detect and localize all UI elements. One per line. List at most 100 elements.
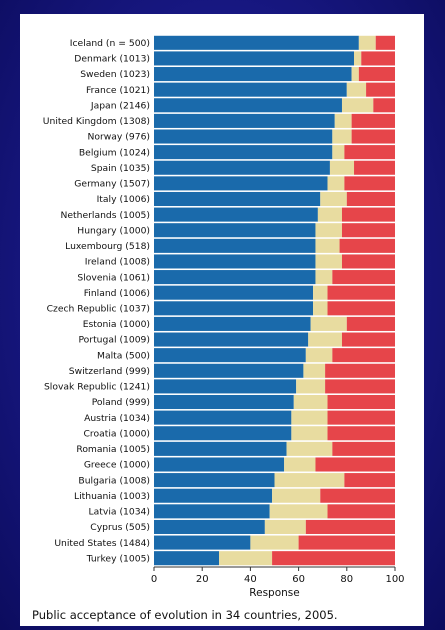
bar-false-17: [327, 301, 395, 316]
x-tick-label: 0: [151, 574, 157, 585]
x-axis-title: Response: [249, 587, 299, 599]
bar-false-19: [341, 332, 395, 347]
bar-true-25: [154, 426, 292, 441]
category-label: Cyprus (505): [90, 522, 150, 533]
bar-true-21: [154, 363, 304, 378]
bar-true-20: [154, 348, 306, 363]
category-label: Lithuania (1003): [74, 491, 150, 502]
bar-not-sure-33: [219, 551, 273, 566]
bar-true-26: [154, 441, 287, 456]
bar-true-9: [154, 176, 328, 191]
category-label: United States (1484): [54, 538, 150, 549]
bar-false-31: [305, 519, 395, 534]
chart-panel: Iceland (n = 500) Denmark (1013) Sweden (1…: [20, 14, 424, 626]
category-label: Bulgaria (1008): [78, 475, 150, 486]
category-label: Denmark (1013): [74, 54, 150, 65]
bar-false-3: [366, 82, 395, 97]
bar-false-6: [351, 129, 395, 144]
bar-not-sure-30: [269, 504, 328, 519]
bar-false-11: [341, 207, 395, 222]
x-tick-label: 60: [292, 574, 305, 585]
category-label: Malta (500): [97, 350, 150, 361]
category-label: Austria (1034): [84, 413, 150, 424]
x-tick-label: 100: [385, 574, 404, 585]
bar-true-6: [154, 129, 333, 144]
bar-true-28: [154, 473, 275, 488]
bar-false-7: [344, 145, 395, 160]
bar-not-sure-25: [291, 426, 328, 441]
category-label: Romania (1005): [76, 444, 150, 455]
bar-not-sure-14: [315, 254, 342, 269]
category-label: Japan (2146): [90, 100, 150, 111]
bar-true-5: [154, 113, 335, 128]
category-label: Portugal (1009): [78, 335, 150, 346]
bar-false-32: [298, 535, 395, 550]
bar-not-sure-21: [303, 363, 326, 378]
bar-not-sure-28: [274, 473, 345, 488]
bar-true-32: [154, 535, 251, 550]
bar-not-sure-29: [272, 488, 321, 503]
bar-false-8: [354, 160, 395, 175]
category-label: Slovak Republic (1241): [44, 382, 150, 393]
bar-true-22: [154, 379, 297, 394]
bar-false-5: [351, 113, 395, 128]
bar-not-sure-5: [334, 113, 352, 128]
bar-not-sure-11: [317, 207, 342, 222]
bar-false-9: [344, 176, 395, 191]
bar-not-sure-0: [358, 35, 376, 50]
category-label: Estonia (1000): [83, 319, 150, 330]
bar-true-23: [154, 394, 294, 410]
bar-true-4: [154, 98, 342, 113]
bar-false-4: [373, 98, 395, 113]
bar-true-14: [154, 254, 316, 269]
bar-false-30: [327, 504, 395, 519]
bar-false-21: [325, 363, 395, 378]
bar-not-sure-1: [354, 51, 362, 66]
bar-not-sure-13: [315, 238, 340, 253]
category-label: Greece (1000): [84, 460, 150, 471]
x-tick-label: 40: [244, 574, 257, 585]
bar-not-sure-10: [320, 191, 347, 207]
category-label: France (1021): [86, 85, 150, 96]
bar-false-10: [346, 191, 395, 207]
bar-not-sure-23: [293, 394, 328, 410]
bar-true-7: [154, 145, 333, 160]
category-label: Spain (1035): [91, 163, 150, 174]
bar-false-29: [320, 488, 395, 503]
bar-not-sure-22: [296, 379, 326, 394]
bar-not-sure-19: [308, 332, 342, 347]
bar-not-sure-27: [284, 457, 316, 472]
bar-false-24: [327, 410, 395, 425]
bar-not-sure-16: [313, 285, 328, 300]
category-label: Croatia (1000): [84, 428, 151, 439]
category-label: Poland (999): [92, 397, 150, 408]
category-label: Finland (1006): [84, 288, 150, 299]
bar-true-27: [154, 457, 285, 472]
category-label: Turkey (1005): [86, 553, 150, 564]
bar-true-2: [154, 67, 352, 82]
category-label: Luxembourg (518): [65, 241, 150, 252]
category-label: Belgium (1024): [79, 147, 150, 158]
bar-true-12: [154, 223, 316, 238]
category-label: Czech Republic (1037): [47, 304, 150, 315]
x-tick-label: 80: [340, 574, 353, 585]
category-label: Sweden (1023): [80, 69, 150, 80]
stacked-bar-chart: Iceland (n = 500) Denmark (1013) Sweden (1…: [43, 35, 405, 599]
bar-true-24: [154, 410, 292, 425]
category-label: Italy (1006): [97, 194, 150, 205]
bar-true-3: [154, 82, 347, 97]
bar-true-15: [154, 270, 316, 285]
bar-false-0: [375, 35, 395, 50]
bar-true-33: [154, 551, 220, 566]
bar-not-sure-8: [329, 160, 355, 175]
bar-not-sure-6: [332, 129, 352, 144]
bar-true-29: [154, 488, 273, 503]
category-label: Hungary (1000): [77, 225, 150, 236]
bar-not-sure-17: [313, 301, 328, 316]
bar-true-17: [154, 301, 314, 316]
category-label: Ireland (1008): [85, 257, 150, 268]
category-label: United Kingdom (1308): [43, 116, 150, 127]
bar-false-27: [315, 457, 395, 472]
bar-true-18: [154, 316, 311, 331]
bar-false-14: [341, 254, 395, 269]
